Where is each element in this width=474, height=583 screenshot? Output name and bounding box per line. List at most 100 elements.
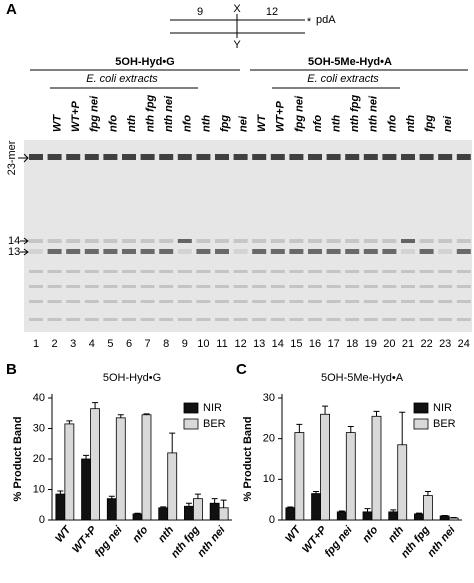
y-tick-label: 10 [263,473,275,485]
y-tick-label: 0 [39,514,45,526]
gel-band [196,270,211,273]
lane-number: 23 [439,338,451,350]
lane-label: nth [126,115,138,132]
gel-band [84,300,99,303]
x-tick-label: nth fpg [169,524,202,560]
error-bar [57,490,64,495]
lane-number: 2 [52,338,58,350]
gel-band [47,249,62,254]
gel-band [252,249,267,254]
bar [285,507,296,521]
error-bar [296,423,303,433]
y-tick-label: 40 [33,392,45,404]
lane-label: nth fpg [145,94,157,132]
gel-band [159,249,174,254]
gel-band [140,154,155,160]
lane-number: 22 [420,338,432,350]
gel-band [326,239,341,243]
gel-band [382,285,397,288]
lane-number: 12 [234,338,246,350]
gel-band [438,318,453,321]
gel-band [159,300,174,303]
gel-band [233,249,248,254]
gel-band [289,300,304,303]
gel-band [401,154,415,160]
gel-band [159,239,174,243]
lanes [29,154,471,321]
lane-label: nfo [312,115,324,132]
error-bar [108,495,115,499]
strand-label: Y [233,39,241,51]
gel-band [84,285,99,288]
lane-label: WT+P [275,100,287,132]
y-tick-label: 30 [263,392,275,404]
lane-number: 10 [197,338,209,350]
gel-band [177,270,192,273]
error-bar [134,512,141,514]
x-tick-label: nth nei [425,523,458,559]
y-axis-label: % Product Band [12,417,24,502]
gel-band [140,239,155,243]
legend-swatch [413,402,429,414]
gel-band [47,300,62,303]
gel-band [140,300,155,303]
gel-band [382,154,397,160]
x-tick-label: nth fpg [399,524,432,560]
gel-band [419,154,434,160]
lane-label: nth [331,115,343,132]
panel-label: B [6,361,17,378]
gel-band [122,249,136,254]
error-bar [160,506,167,508]
gel-band [140,318,155,321]
x-tick-label: nfo [360,524,380,545]
gel-band [159,285,174,288]
lane-label: nth fpg [349,94,361,132]
gel-band [456,154,471,160]
gel [24,140,472,332]
chart-title: 5OH-5Me-Hyd•A [321,372,404,384]
lane-label: WT+P [70,100,82,132]
gel-band [382,270,397,273]
y-tick-label: 0 [269,514,275,526]
x-tick-label: nfo [130,524,150,545]
gel-band [47,154,62,160]
gel-band [345,300,360,303]
gel-band [196,285,211,288]
gel-band [308,318,322,321]
gel-band [29,318,43,321]
strand-label: X [233,3,241,15]
gel-band [103,318,118,321]
error-bar [83,454,90,459]
gel-band [66,154,81,160]
lane-number: 8 [163,338,169,350]
y-tick-label: 20 [263,433,275,445]
gel-band [419,270,434,273]
lane-number: 20 [383,338,395,350]
gel-band [401,239,415,243]
gel-band [84,270,99,273]
gel-band [215,154,229,160]
y-tick-label: 10 [33,483,45,495]
gel-band [382,318,397,321]
legend-label: NIR [433,402,452,414]
lane-number: 9 [182,338,188,350]
gel-band [29,270,43,273]
gel-band [289,239,304,243]
gel-band [308,154,322,160]
gel-band [363,285,378,288]
bar [132,513,143,521]
strand-label: 12 [266,6,278,18]
bar [141,414,152,521]
gel-band [345,249,360,254]
gel-band [29,285,43,288]
gel-band [419,318,434,321]
bar [294,432,305,521]
gel-band [456,270,471,273]
x-tick-label: fpg nei [92,523,125,559]
gel-band [326,318,341,321]
gel-band [382,239,397,243]
gel-band [103,270,118,273]
lane-label: nth nei [163,95,175,132]
group-label: 5OH-Hyd•G [115,56,174,68]
